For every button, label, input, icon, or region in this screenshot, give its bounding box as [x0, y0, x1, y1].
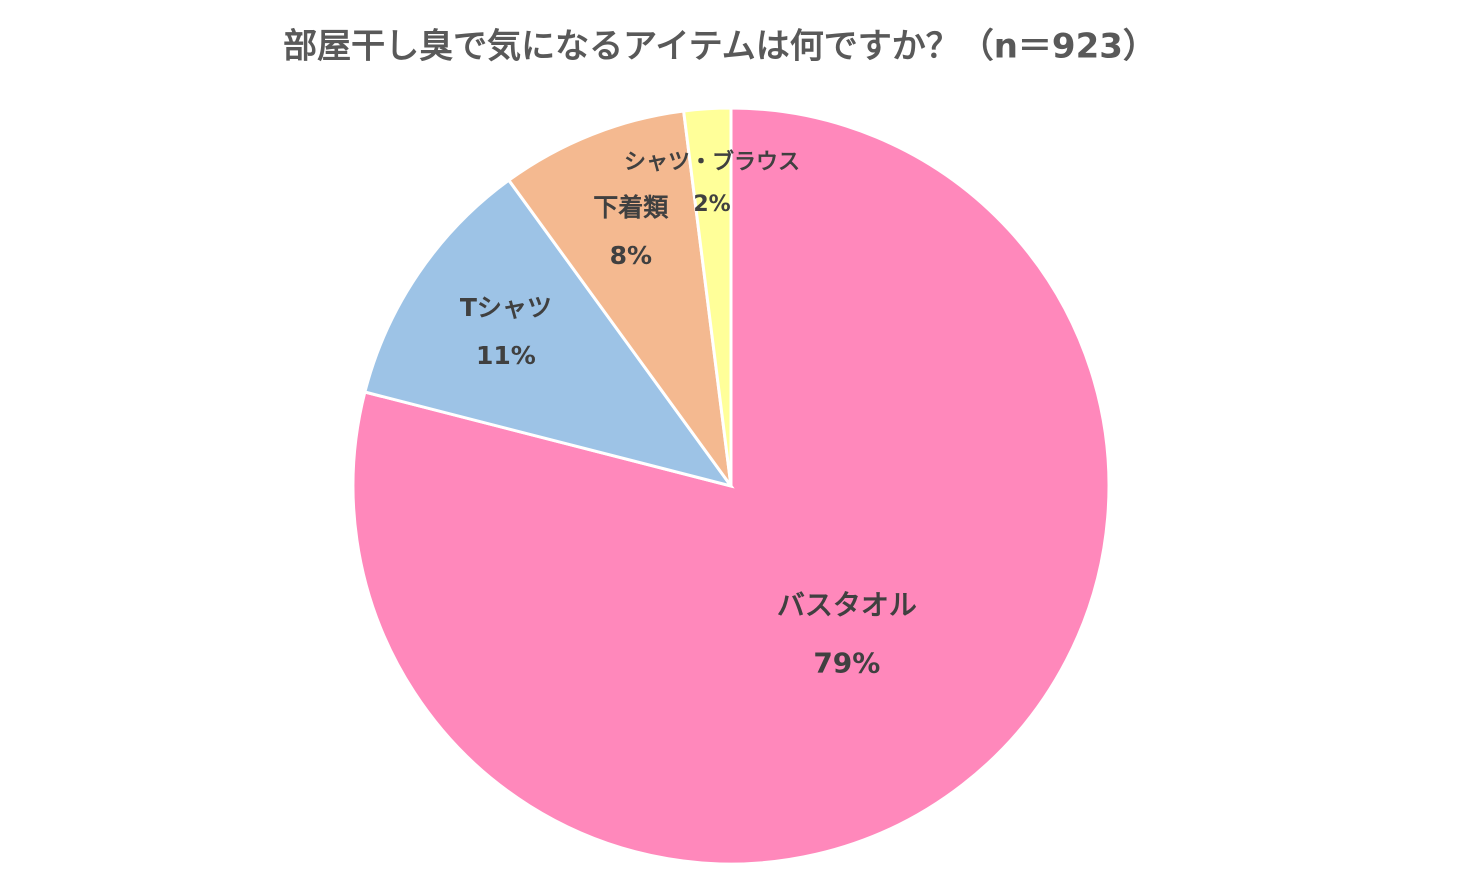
pie-slice [506, 109, 733, 487]
slice-label: シャツ・ブラウス [624, 149, 800, 175]
chart-title: 部屋干し臭で気になるアイテムは何ですか？（n＝923） [283, 27, 1157, 67]
pie-slice [363, 178, 735, 489]
pie-slice [681, 106, 733, 487]
slice-label: バスタオル [777, 588, 917, 621]
value-label: 2% [693, 192, 730, 217]
value-label: 11% [476, 341, 536, 370]
value-label: 79% [813, 646, 880, 679]
slice-label: Tシャツ [460, 293, 552, 322]
pie-slice [351, 106, 1111, 866]
slice-label: 下着類 [593, 193, 669, 222]
value-label: 8% [610, 241, 652, 270]
